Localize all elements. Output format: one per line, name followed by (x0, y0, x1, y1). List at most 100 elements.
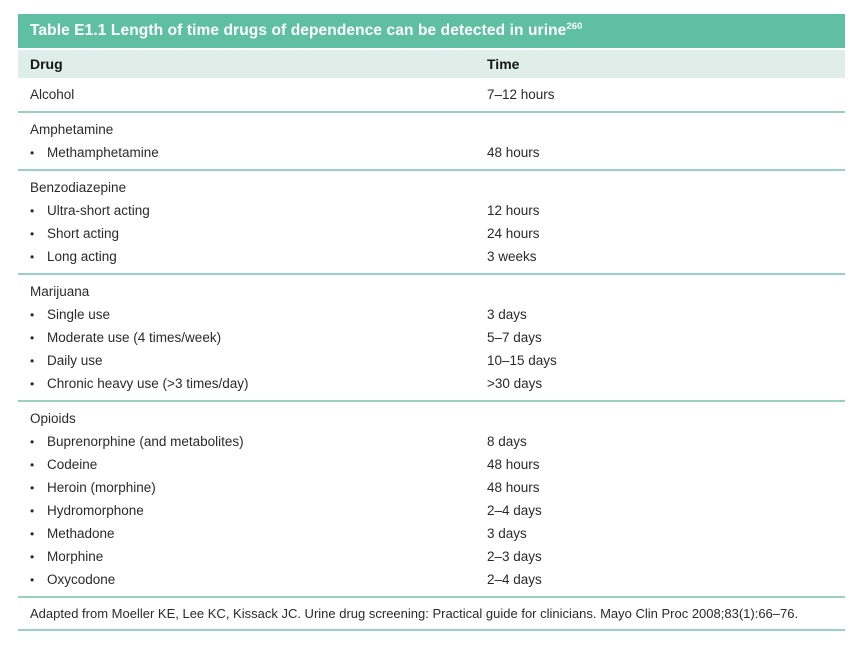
table-section: Marijuana • Single use 3 days • Moderate use … (18, 273, 845, 400)
time-value: 48 hours (487, 480, 540, 495)
drug-label: Daily use (47, 353, 103, 368)
table-row: • Morphine 2–3 days (18, 545, 845, 568)
bullet-icon: • (30, 572, 35, 587)
drug-cell: • Methadone (18, 526, 487, 541)
drug-label: Ultra-short acting (47, 203, 150, 218)
time-value: 10–15 days (487, 353, 557, 368)
column-header-drug: Drug (30, 56, 63, 72)
drug-cell: • Moderate use (4 times/week) (18, 330, 487, 345)
drug-label: Oxycodone (47, 572, 116, 587)
table-row: • Buprenorphine (and metabolites) 8 days (18, 430, 845, 453)
table-row: • Daily use 10–15 days (18, 349, 845, 372)
bullet-icon: • (30, 434, 35, 449)
table-section: Opioids • Buprenorphine (and metabolites) 8… (18, 400, 845, 596)
bullet-icon: • (30, 503, 35, 518)
reference-superscript: 260 (566, 20, 583, 32)
table-group-row: Opioids (18, 407, 845, 430)
table-row: • Codeine 48 hours (18, 453, 845, 476)
table-section: Benzodiazepine • Ultra-short acting 12 hour… (18, 169, 845, 273)
drug-label: Amphetamine (30, 122, 114, 137)
drug-cell: Benzodiazepine (18, 180, 487, 195)
drug-cell: • Ultra-short acting (18, 203, 487, 218)
time-value: 2–3 days (487, 549, 542, 564)
table-header-row: Drug Time (18, 50, 845, 78)
drug-label: Short acting (47, 226, 120, 241)
bullet-icon: • (30, 526, 35, 541)
drug-label: Methadone (47, 526, 115, 541)
table-row: • Heroin (morphine) 48 hours (18, 476, 845, 499)
bullet-icon: • (30, 376, 35, 391)
drug-cell: • Morphine (18, 549, 487, 564)
table-row: • Short acting 24 hours (18, 222, 845, 245)
drug-label: Benzodiazepine (30, 180, 127, 195)
drug-label: Heroin (morphine) (47, 480, 156, 495)
table-group-row: Amphetamine (18, 118, 845, 141)
time-value: 48 hours (487, 457, 540, 472)
table-row: • Oxycodone 2–4 days (18, 568, 845, 591)
drug-cell: • Methamphetamine (18, 145, 487, 160)
time-value: 48 hours (487, 145, 540, 160)
bullet-icon: • (30, 549, 35, 564)
bullet-icon: • (30, 203, 35, 218)
drug-label: Single use (47, 307, 111, 322)
drug-cell: Amphetamine (18, 122, 487, 137)
drug-cell: • Codeine (18, 457, 487, 472)
time-value: >30 days (487, 376, 543, 391)
time-value: 3 weeks (487, 249, 537, 264)
time-value: 3 days (487, 526, 527, 541)
drug-cell: • Buprenorphine (and metabolites) (18, 434, 487, 449)
table-row: • Long acting 3 weeks (18, 245, 845, 268)
table-row: • Hydromorphone 2–4 days (18, 499, 845, 522)
drug-cell: • Chronic heavy use (>3 times/day) (18, 376, 487, 391)
drug-label: Opioids (30, 411, 76, 426)
drug-cell: • Oxycodone (18, 572, 487, 587)
bullet-icon: • (30, 249, 35, 264)
drug-label: Alcohol (30, 87, 75, 102)
time-value: 5–7 days (487, 330, 542, 345)
table-section: Alcohol 7–12 hours (18, 78, 845, 111)
time-value: 2–4 days (487, 503, 542, 518)
drug-label: Buprenorphine (and metabolites) (47, 434, 244, 449)
bullet-icon: • (30, 457, 35, 472)
table-row: • Chronic heavy use (>3 times/day) >30 day… (18, 372, 845, 395)
table-title: Table E1.1 Length of time drugs of depen… (30, 22, 567, 39)
bullet-icon: • (30, 480, 35, 495)
drug-cell: • Hydromorphone (18, 503, 487, 518)
table-group-row: Marijuana (18, 280, 845, 303)
drug-cell: Marijuana (18, 284, 487, 299)
bullet-icon: • (30, 226, 35, 241)
time-value: 7–12 hours (487, 87, 555, 102)
table-section: Amphetamine • Methamphetamine 48 hours (18, 111, 845, 169)
time-value: 24 hours (487, 226, 540, 241)
table-row: • Moderate use (4 times/week) 5–7 days (18, 326, 845, 349)
drug-label: Moderate use (4 times/week) (47, 330, 222, 345)
bullet-icon: • (30, 330, 35, 345)
table-group-row: Alcohol 7–12 hours (18, 83, 845, 106)
footnote-text: Adapted from Moeller KE, Lee KC, Kissack… (30, 606, 799, 621)
bullet-icon: • (30, 145, 35, 160)
table-row: • Ultra-short acting 12 hours (18, 199, 845, 222)
bullet-icon: • (30, 353, 35, 368)
drug-label: Morphine (47, 549, 104, 564)
bullet-icon: • (30, 307, 35, 322)
title-header-divider (18, 48, 845, 50)
drug-label: Chronic heavy use (>3 times/day) (47, 376, 249, 391)
time-value: 8 days (487, 434, 527, 449)
table-body: Alcohol 7–12 hours Amphetamine • Methampheta… (18, 78, 845, 596)
table-row: • Methadone 3 days (18, 522, 845, 545)
table-row: • Methamphetamine 48 hours (18, 141, 845, 164)
drug-cell: Alcohol (18, 87, 487, 102)
time-value: 2–4 days (487, 572, 542, 587)
table-group-row: Benzodiazepine (18, 176, 845, 199)
table-row: • Single use 3 days (18, 303, 845, 326)
drug-cell: Opioids (18, 411, 487, 426)
drug-cell: • Single use (18, 307, 487, 322)
time-value: 12 hours (487, 203, 540, 218)
drug-detection-table: Table E1.1 Length of time drugs of depen… (18, 14, 845, 631)
drug-label: Methamphetamine (47, 145, 159, 160)
drug-label: Hydromorphone (47, 503, 144, 518)
column-header-time: Time (487, 56, 520, 72)
drug-cell: • Short acting (18, 226, 487, 241)
drug-label: Long acting (47, 249, 117, 264)
drug-label: Codeine (47, 457, 98, 472)
